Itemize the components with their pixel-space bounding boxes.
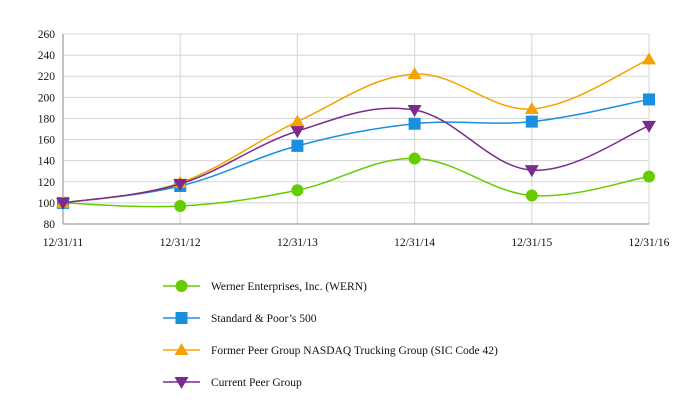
data-point (291, 184, 304, 197)
y-tick-label: 100 (38, 198, 56, 210)
data-point (643, 170, 655, 183)
data-point (56, 197, 70, 210)
data-point (408, 152, 421, 165)
data-point (524, 165, 539, 178)
x-tick-label: 12/31/14 (394, 237, 435, 249)
y-tick-label: 140 (38, 156, 56, 168)
data-point (642, 120, 656, 133)
series-line (62, 98, 650, 204)
y-tick-label: 120 (38, 177, 56, 189)
legend-label: Standard & Poor’s 500 (211, 313, 317, 325)
x-tick-label: 12/31/13 (277, 237, 318, 249)
series-line (62, 157, 650, 208)
data-point (643, 93, 655, 106)
data-point (407, 105, 422, 117)
series-line (62, 58, 650, 204)
legend-marker (174, 377, 189, 389)
series-3 (56, 105, 656, 210)
data-point (173, 178, 188, 191)
series-line (62, 107, 650, 204)
x-tick-label: 12/31/16 (629, 237, 670, 249)
x-tick-label: 12/31/15 (511, 237, 552, 249)
legend-label: Former Peer Group NASDAQ Trucking Group … (211, 345, 498, 357)
y-tick-label: 260 (38, 29, 56, 41)
data-point (642, 52, 656, 65)
x-tick-label: 12/31/12 (160, 237, 201, 249)
y-tick-label: 180 (38, 113, 56, 125)
y-tick-label: 160 (38, 135, 56, 147)
data-point (407, 67, 422, 80)
legend-label: Current Peer Group (211, 377, 302, 389)
legend-marker (174, 343, 189, 355)
legend-item: Standard & Poor’s 500 (163, 312, 317, 325)
legend-marker (175, 312, 188, 324)
y-tick-label: 240 (38, 50, 56, 62)
series-2 (56, 52, 656, 208)
data-point (525, 189, 538, 202)
data-point (525, 115, 538, 128)
legend-marker (175, 280, 188, 292)
y-tick-label: 220 (38, 71, 56, 83)
data-point (290, 114, 305, 127)
data-point (174, 200, 187, 213)
legend-label: Werner Enterprises, Inc. (WERN) (211, 281, 367, 293)
data-point (408, 117, 421, 130)
data-point (290, 126, 305, 139)
data-point (291, 139, 304, 152)
axes: 80 100 120 140 160 180 200 220 240 260 12/31/11 12/… (38, 29, 670, 249)
x-tick-label: 12/31/11 (43, 237, 84, 249)
y-tick-label: 200 (38, 92, 56, 104)
legend-item: Current Peer Group (163, 377, 302, 389)
legend-item: Former Peer Group NASDAQ Trucking Group … (163, 343, 498, 357)
legend-item: Werner Enterprises, Inc. (WERN) (163, 280, 367, 293)
legend: Werner Enterprises, Inc. (WERN) Standard … (163, 280, 498, 389)
data-point (524, 101, 539, 114)
y-tick-label: 80 (44, 219, 56, 231)
series-layer (56, 52, 656, 213)
